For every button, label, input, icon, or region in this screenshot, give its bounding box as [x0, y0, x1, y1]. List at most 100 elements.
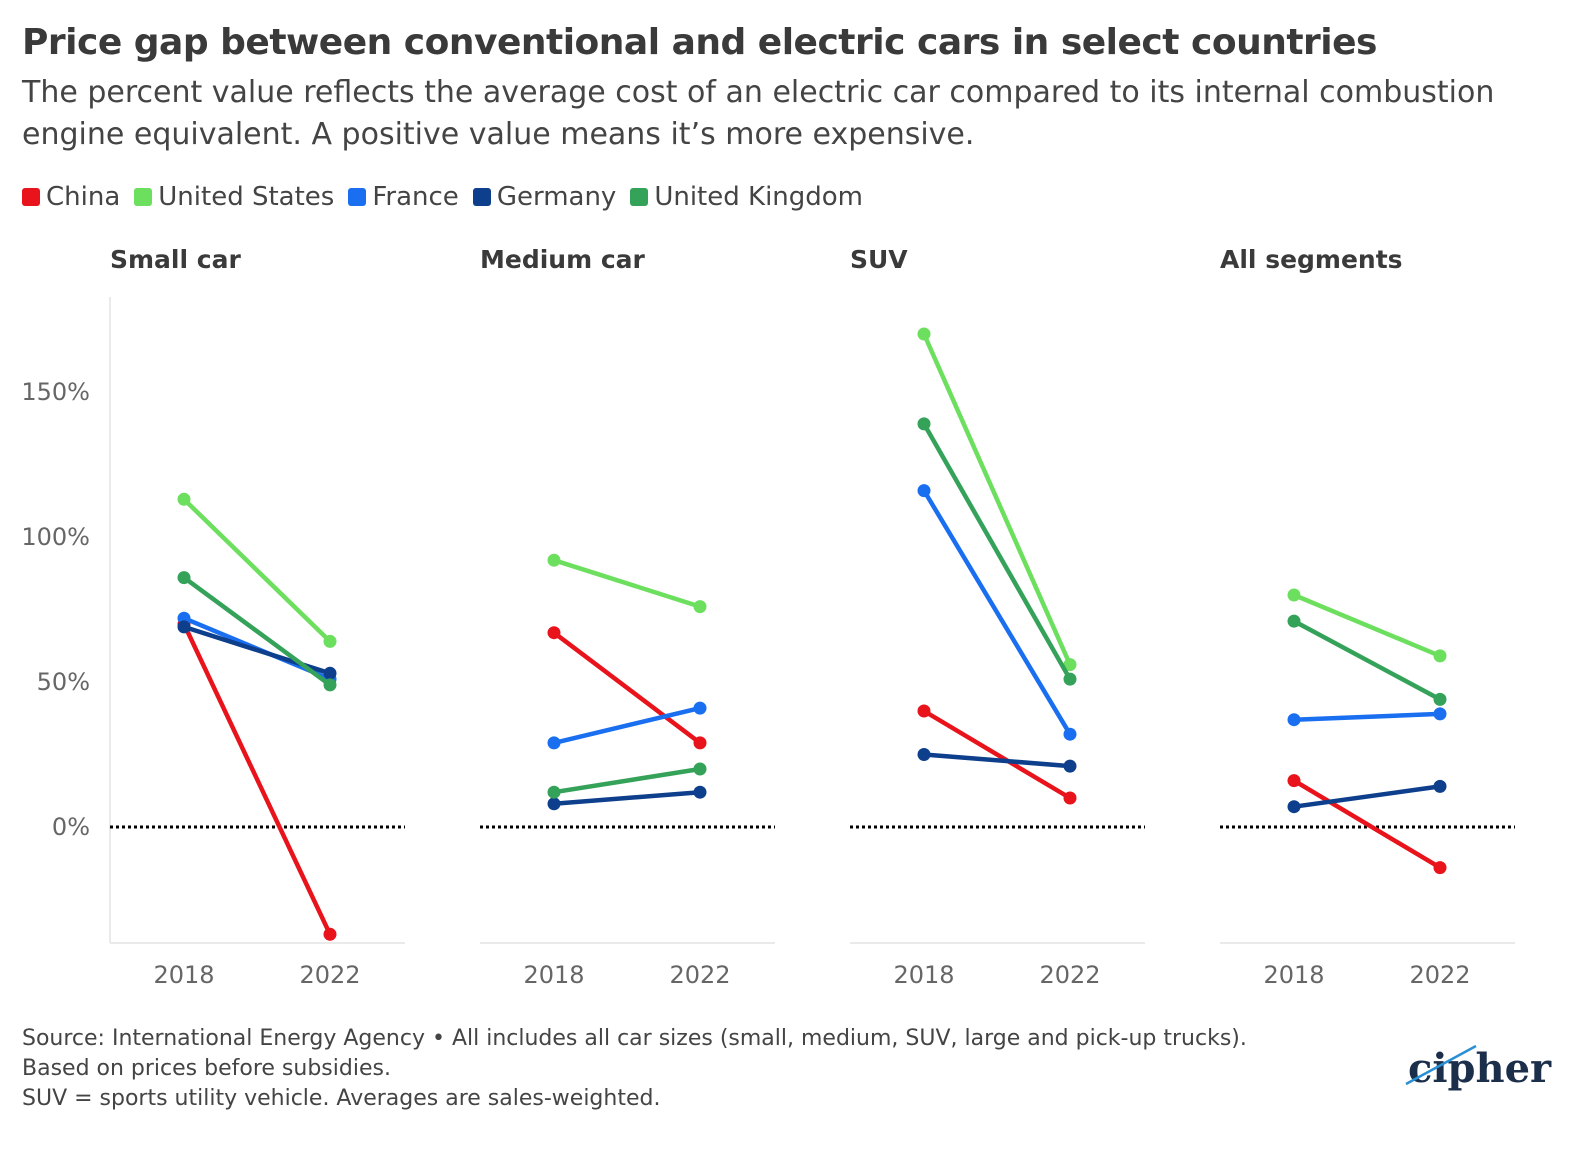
legend-item-china: China	[22, 182, 120, 212]
data-point-united-kingdom-2018	[177, 571, 191, 585]
series-line-united-states	[921, 331, 1073, 667]
legend-label-china: China	[46, 182, 121, 212]
chart-title: Price gap between conventional and elect…	[22, 22, 1378, 63]
legend-item-france: France	[348, 182, 459, 212]
data-point-united-states-2022	[693, 600, 707, 614]
series-line-china	[921, 708, 1073, 801]
data-point-germany-2018	[917, 748, 931, 761]
x-tick-label: 2018	[153, 961, 214, 989]
data-point-united-kingdom-2022	[323, 678, 337, 692]
legend-item-united-states: United States	[134, 182, 334, 212]
x-tick-label: 2022	[1409, 961, 1470, 989]
data-point-united-states-2022	[1063, 658, 1077, 672]
data-point-china-2022	[323, 927, 337, 941]
data-point-france-2022	[1063, 727, 1077, 741]
data-point-united-states-2018	[1287, 588, 1301, 602]
data-point-china-2022	[693, 736, 707, 750]
data-point-united-kingdom-2022	[693, 762, 707, 776]
suv-note: SUV = sports utility vehicle. Averages a…	[22, 1086, 661, 1111]
data-point-united-kingdom-2018	[547, 785, 561, 799]
data-point-united-kingdom-2018	[917, 417, 931, 431]
chart-subtitle: The percent value reflects the average c…	[22, 75, 1495, 152]
legend-swatch-germany	[472, 188, 491, 206]
x-tick-label: 2022	[1039, 961, 1100, 989]
data-point-united-states-2022	[1433, 649, 1447, 663]
series-line-united-kingdom	[551, 766, 703, 795]
series-line-china	[181, 621, 333, 937]
series-line-china	[1291, 778, 1443, 870]
data-point-france-2018	[1287, 713, 1301, 727]
legend-label-germany: Germany	[496, 182, 617, 212]
data-point-france-2018	[917, 484, 931, 498]
data-point-france-2022	[1433, 707, 1447, 721]
series-line-germany	[921, 752, 1073, 769]
panel-suv: SUV 2018 2022	[850, 245, 1145, 989]
legend-swatch-united-states	[134, 188, 153, 206]
legend-label-united-states: United States	[158, 182, 335, 212]
legend-swatch-united-kingdom	[630, 188, 649, 206]
series-line-germany	[551, 789, 703, 807]
x-tick-label: 2022	[669, 961, 730, 989]
series-line-france	[551, 705, 703, 746]
series-line-united-kingdom	[1291, 618, 1443, 702]
data-point-united-states-2018	[917, 327, 931, 341]
legend-item-united-kingdom: United Kingdom	[630, 182, 863, 212]
data-point-united-kingdom-2022	[1433, 692, 1447, 706]
data-point-united-states-2018	[177, 492, 191, 506]
source-note: Source: International Energy Agency • Al…	[22, 1026, 1247, 1051]
x-tick-label: 2018	[1263, 961, 1324, 989]
series-line-china	[551, 630, 703, 746]
legend-label-france: France	[372, 182, 459, 212]
cipher-logo-wordmark: cipher	[1408, 1045, 1552, 1092]
series-line-united-states	[551, 557, 703, 609]
data-point-united-kingdom-2022	[1063, 672, 1077, 686]
panel-title: SUV	[850, 245, 908, 274]
data-point-united-kingdom-2018	[1287, 614, 1301, 628]
data-point-united-states-2018	[547, 553, 561, 567]
cipher-logo: cipher	[1405, 1044, 1552, 1092]
data-point-germany-2022	[1433, 779, 1447, 793]
series-line-france	[1291, 711, 1443, 722]
data-point-china-2022	[1063, 791, 1077, 805]
legend-swatch-china	[22, 188, 40, 206]
legend-swatch-france	[348, 188, 367, 206]
data-point-france-2022	[693, 701, 707, 715]
x-tick-label: 2018	[893, 961, 954, 989]
panel-all-segments: All segments 2018 2022	[1220, 245, 1515, 989]
y-tick-label: 150%	[21, 378, 90, 406]
data-point-germany-2022	[1063, 759, 1077, 773]
data-point-china-2018	[547, 626, 561, 640]
series-line-france	[921, 488, 1073, 737]
y-tick-label: 50%	[37, 668, 90, 696]
footer-notes: Source: International Energy Agency • Al…	[22, 1024, 1247, 1114]
legend-item-germany: Germany	[472, 182, 617, 212]
x-tick-label: 2022	[299, 961, 360, 989]
data-point-germany-2022	[693, 785, 707, 799]
x-tick-label: 2018	[523, 961, 584, 989]
series-line-germany	[1291, 784, 1443, 809]
panel-medium-car: Medium car 2018 2022	[480, 245, 775, 989]
series-line-united-states	[181, 497, 333, 644]
subsidy-note: Based on prices before subsidies.	[22, 1056, 391, 1081]
series-line-united-kingdom	[921, 421, 1073, 682]
data-point-united-states-2022	[323, 634, 337, 648]
panel-small-car: Small car 2018 2022	[109, 245, 405, 989]
data-point-china-2018	[1287, 774, 1301, 788]
legend-label-united-kingdom: United Kingdom	[654, 182, 864, 212]
data-point-germany-2018	[177, 620, 191, 634]
y-tick-label: 0%	[52, 813, 90, 841]
data-point-china-2018	[917, 704, 931, 718]
data-point-germany-2018	[1287, 800, 1301, 814]
panel-title: All segments	[1220, 245, 1403, 274]
series-line-united-states	[1291, 592, 1443, 659]
series-line-united-kingdom	[181, 575, 333, 688]
data-point-germany-2018	[547, 797, 561, 811]
data-point-france-2018	[547, 736, 561, 750]
panel-title: Medium car	[480, 245, 646, 274]
data-point-china-2022	[1433, 861, 1447, 875]
legend: China United States France Germany Unite…	[22, 182, 877, 212]
y-tick-label: 100%	[21, 523, 90, 551]
data-point-germany-2022	[323, 666, 337, 680]
panel-title: Small car	[110, 245, 241, 274]
